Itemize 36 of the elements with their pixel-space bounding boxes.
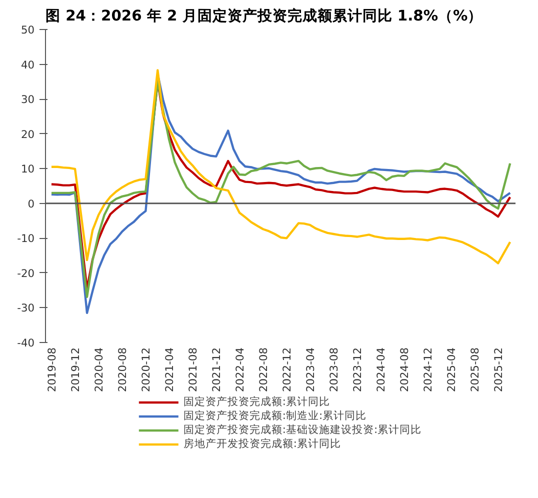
x-tick-label: 2020-08 — [116, 347, 130, 392]
x-tick-label: 2020-04 — [92, 347, 106, 392]
y-tick-label: 50 — [20, 24, 35, 36]
x-tick-label: 2025-08 — [468, 347, 482, 392]
legend-label: 固定资产投资完成额:制造业:累计同比 — [183, 409, 367, 423]
x-tick-label: 2025-12 — [492, 347, 506, 392]
x-tick-label: 2021-08 — [186, 347, 200, 392]
y-tick-label: 0 — [28, 197, 35, 210]
legend-label: 固定资产投资完成额:基础设施建设投资:累计同比 — [183, 423, 422, 437]
x-tick-label: 2021-04 — [163, 347, 176, 392]
x-tick-label: 2022-12 — [280, 347, 294, 392]
x-tick-label: 2024-04 — [374, 347, 388, 392]
y-tick-label: -40 — [17, 336, 35, 350]
x-tick-label: 2023-04 — [304, 347, 317, 392]
y-tick-label: 20 — [20, 128, 35, 141]
y-tick-label: -30 — [17, 302, 35, 315]
x-tick-label: 2025-04 — [445, 347, 458, 392]
legend-label: 固定资产投资完成额:累计同比 — [183, 395, 330, 409]
x-tick-label: 2020-12 — [140, 347, 153, 392]
x-tick-label: 2019-12 — [69, 347, 82, 392]
y-tick-label: 40 — [20, 58, 35, 72]
x-tick-label: 2023-08 — [327, 347, 340, 392]
x-tick-label: 2022-08 — [257, 347, 270, 392]
chart-title: 图 24：2026 年 2 月固定资产投资完成额累计同比 1.8%（%） — [46, 6, 483, 24]
x-tick-label: 2022-04 — [233, 347, 246, 392]
y-tick-label: 30 — [20, 93, 35, 106]
x-tick-label: 2024-12 — [422, 347, 435, 392]
x-tick-label: 2023-12 — [351, 347, 364, 392]
legend-label: 房地产开发投资完成额:累计同比 — [183, 437, 341, 451]
x-tick-label: 2019-08 — [45, 347, 58, 392]
x-tick-label: 2024-08 — [398, 347, 412, 392]
y-tick-label: -10 — [17, 232, 35, 246]
line-series — [50, 69, 512, 264]
y-tick-label: 10 — [20, 162, 35, 176]
x-tick-label: 2021-12 — [210, 347, 224, 392]
y-tick-label: -20 — [17, 266, 35, 280]
